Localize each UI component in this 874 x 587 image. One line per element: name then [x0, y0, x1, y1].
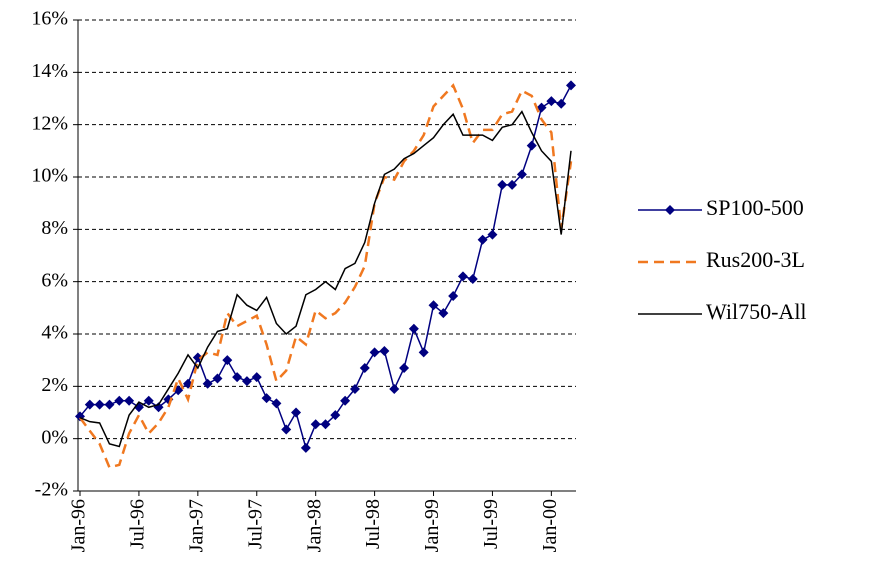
y-tick-label: 8% [41, 217, 68, 239]
data-point [379, 346, 390, 357]
series-line [79, 110, 572, 448]
data-point [408, 323, 419, 334]
data-point [477, 234, 488, 245]
data-point [438, 308, 449, 319]
data-point [457, 271, 468, 282]
y-tick-label: 16% [31, 8, 68, 30]
data-point [389, 383, 400, 394]
data-point [546, 96, 557, 107]
y-tick-label: 14% [31, 60, 68, 82]
data-point [192, 352, 203, 363]
data-point [507, 179, 518, 190]
data-point [202, 378, 213, 389]
data-point [526, 140, 537, 151]
data-point [497, 179, 508, 190]
x-tick-label: Jul-99 [480, 499, 502, 549]
data-point [428, 300, 439, 311]
data-point [467, 274, 478, 285]
data-point [84, 399, 95, 410]
data-point [448, 291, 459, 302]
y-tick-label: 12% [31, 112, 68, 134]
data-point [536, 102, 547, 113]
y-tick-label: 6% [41, 269, 68, 291]
legend-label: Rus200-3L [706, 247, 805, 272]
data-point [124, 395, 135, 406]
x-tick-label: Jul-96 [127, 499, 149, 549]
y-tick-label: -2% [35, 479, 68, 501]
data-point [222, 355, 233, 366]
x-tick-label: Jan-96 [68, 499, 90, 552]
x-tick-label: Jul-97 [244, 499, 266, 549]
data-point [104, 399, 115, 410]
data-point [516, 169, 527, 180]
data-point [300, 442, 311, 453]
x-tick-label: Jan-98 [303, 499, 325, 552]
data-point [349, 383, 360, 394]
data-point [418, 347, 429, 358]
data-point [94, 399, 105, 410]
data-point [556, 98, 567, 109]
legend-label: Wil750-All [706, 299, 807, 324]
x-tick-label: Jan-97 [185, 499, 207, 552]
data-point [143, 395, 154, 406]
x-tick-label: Jan-00 [539, 499, 561, 552]
data-point [566, 80, 576, 91]
data-point [487, 229, 498, 240]
legend-label: SP100-500 [706, 195, 804, 220]
x-tick-label: Jul-98 [362, 499, 384, 549]
y-tick-label: 4% [41, 322, 68, 344]
data-point [281, 424, 292, 435]
series-line [79, 83, 573, 469]
series-line [79, 85, 572, 451]
y-tick-label: 0% [41, 426, 68, 448]
y-tick-label: 10% [31, 165, 68, 187]
data-point [212, 373, 223, 384]
data-point [232, 372, 243, 383]
data-point [320, 419, 331, 430]
data-point [114, 395, 125, 406]
data-point [330, 410, 341, 421]
data-point [310, 419, 321, 430]
data-point [291, 407, 302, 418]
x-tick-label: Jan-99 [421, 499, 443, 552]
data-point [261, 393, 272, 404]
data-point [399, 363, 410, 374]
y-tick-label: 2% [41, 374, 68, 396]
data-point [359, 363, 370, 374]
legend-marker [665, 205, 675, 215]
data-point [241, 376, 252, 387]
data-point [251, 372, 262, 383]
data-point [369, 347, 380, 358]
data-point [340, 395, 351, 406]
data-point [271, 398, 282, 409]
